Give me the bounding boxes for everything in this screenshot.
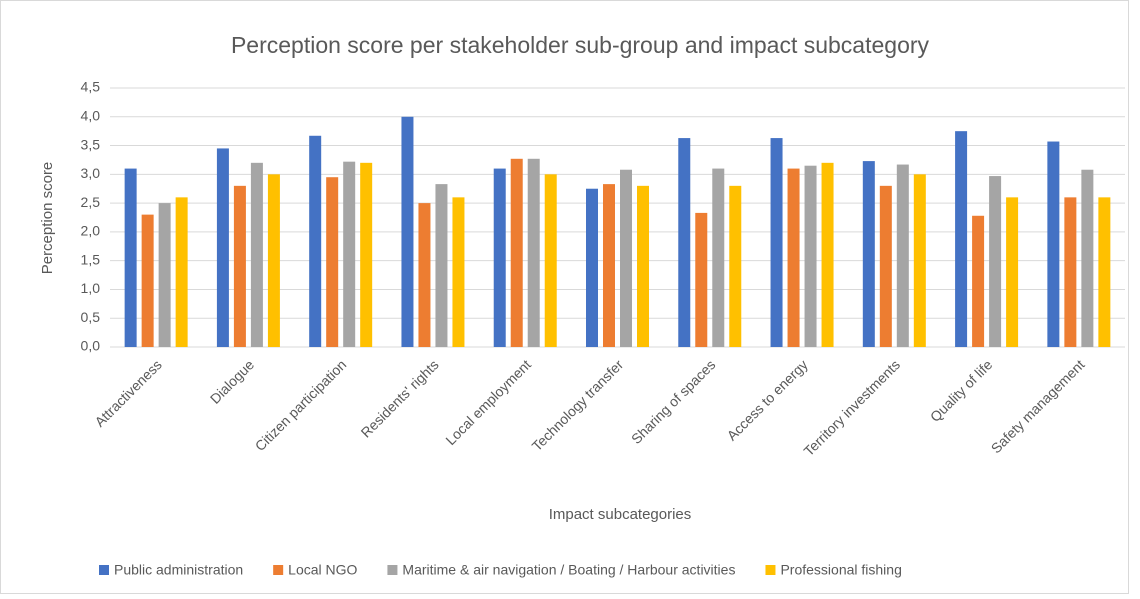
- bar: [544, 174, 557, 347]
- bar: [141, 214, 154, 347]
- bar: [216, 148, 229, 347]
- legend-swatch: [273, 565, 284, 575]
- bar: [586, 188, 598, 347]
- bar: [233, 185, 246, 347]
- legend-label: Public administration: [114, 562, 243, 578]
- bar: [879, 185, 892, 347]
- bar: [360, 162, 373, 347]
- bar: [712, 168, 725, 347]
- bar: [1006, 197, 1019, 347]
- y-tick-label: 2,5: [81, 194, 101, 210]
- bar: [972, 215, 985, 347]
- bar: [309, 135, 322, 347]
- bar: [955, 131, 968, 347]
- legend-label: Maritime & air navigation / Boating / Ha…: [402, 562, 735, 578]
- bar: [787, 168, 800, 347]
- legend-swatch: [765, 565, 776, 575]
- bar: [862, 161, 875, 347]
- y-tick-label: 3,0: [81, 165, 101, 181]
- legend-label: Professional fishing: [780, 562, 901, 578]
- bar: [729, 185, 742, 347]
- y-axis-title: Perception score: [39, 162, 56, 275]
- bar: [175, 197, 188, 347]
- bar: [620, 169, 632, 347]
- y-tick-label: 4,5: [81, 79, 101, 95]
- bar: [695, 212, 708, 347]
- x-axis-title: Impact subcategories: [549, 506, 692, 523]
- y-tick-label: 4,0: [81, 107, 101, 123]
- bar: [896, 164, 909, 347]
- y-tick-label: 1,0: [81, 280, 101, 296]
- bar: [637, 185, 649, 347]
- bar: [158, 203, 171, 347]
- bar: [343, 161, 356, 347]
- legend-swatch: [387, 565, 398, 575]
- bar: [510, 158, 523, 347]
- bar: [326, 177, 339, 347]
- bar: [770, 138, 783, 347]
- chart-title: Perception score per stakeholder sub-gro…: [231, 32, 930, 58]
- bar: [1047, 141, 1060, 347]
- bar: [1098, 197, 1111, 347]
- y-tick-label: 0,5: [81, 309, 101, 325]
- bar: [527, 158, 540, 347]
- bar: [418, 203, 431, 347]
- y-tick-label: 1,5: [81, 251, 101, 267]
- bar: [435, 184, 448, 347]
- legend-swatch: [99, 565, 109, 575]
- bar: [124, 168, 137, 347]
- bar: [250, 162, 263, 347]
- bar: [493, 168, 506, 347]
- bar: [821, 162, 834, 347]
- bar: [1081, 169, 1094, 347]
- bar: [1064, 197, 1077, 347]
- y-tick-label: 3,5: [81, 136, 101, 152]
- bar: [804, 165, 817, 347]
- bar: [989, 176, 1002, 347]
- bar: [267, 174, 280, 347]
- legend-label: Local NGO: [288, 562, 357, 578]
- bar: [603, 184, 615, 347]
- bar: [452, 197, 465, 347]
- y-tick-label: 2,0: [81, 223, 101, 239]
- bar: [913, 174, 926, 347]
- bar: [401, 116, 414, 348]
- y-tick-label: 0,0: [81, 338, 101, 354]
- bar: [678, 138, 691, 347]
